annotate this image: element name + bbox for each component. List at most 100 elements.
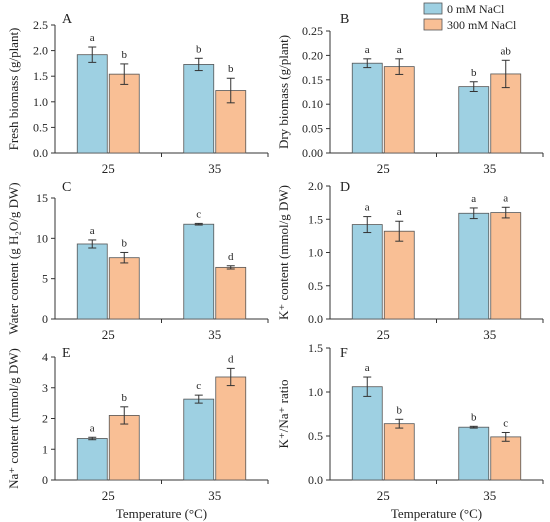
y-tick-label: 4 (42, 350, 48, 364)
legend-label-0mM: 0 mM NaCl (447, 2, 505, 16)
bar-0mM (183, 64, 215, 154)
significance-letter: b (196, 43, 202, 55)
bar-300mM (490, 212, 522, 320)
x-tick-label: 35 (208, 161, 221, 176)
panel-f: 0.0 0.5 1.0 1.5 K⁺/Na⁺ ratio F 25 a b 35 b c Tempera… (276, 341, 544, 521)
y-tick-label: 0.20 (302, 48, 323, 62)
y-tick-label: 0.0 (33, 146, 48, 160)
bar-0mM (76, 438, 108, 481)
y-tick-label: 0.25 (302, 24, 323, 38)
y-axis-label: Fresh biomass (g/plant) (6, 28, 21, 151)
significance-letter: b (122, 392, 128, 404)
panel-d: 0.0 0.5 1.0 1.5 2.0 K⁺ content (mmol/g DW) D 25… (276, 179, 544, 342)
bar-300mM (383, 230, 415, 320)
y-tick-label: 5 (42, 272, 48, 286)
y-tick-label: 0.0 (308, 473, 323, 487)
significance-letter: c (196, 380, 201, 392)
bar-300mM (383, 66, 415, 154)
significance-letter: b (471, 411, 477, 423)
y-tick-label: 1 (42, 442, 48, 456)
bar-0mM (458, 86, 490, 154)
bar-300mM (108, 415, 140, 481)
x-tick-label: 25 (377, 161, 390, 176)
panel-label: E (62, 346, 71, 361)
y-tick-label: 0.05 (302, 122, 323, 136)
significance-letter: a (503, 192, 508, 204)
significance-letter: a (90, 422, 95, 434)
significance-letter: d (228, 251, 234, 263)
y-axis-label: Na⁺ content (mmol/g DW) (6, 348, 21, 489)
y-axis-label: K⁺ content (mmol/g DW) (276, 185, 291, 320)
y-tick-label: 0.10 (302, 97, 323, 111)
panel-label: A (62, 12, 73, 27)
y-tick-label: 3 (42, 381, 48, 395)
x-tick-label: 35 (483, 161, 496, 176)
significance-letter: ab (501, 45, 512, 57)
significance-letter: b (228, 63, 234, 75)
significance-letter: b (122, 49, 128, 61)
x-tick-label: 35 (483, 327, 496, 342)
legend: 0 mM NaCl 300 mM NaCl (423, 2, 517, 32)
significance-letter: a (397, 206, 402, 218)
legend-swatch-0mM (423, 2, 443, 15)
panel-c: 0 5 10 15 Water content (g H₂O/g DW) C 25 a b 35 c… (6, 180, 269, 342)
legend-swatch-300mM (423, 18, 443, 31)
y-axis-label: Dry biomass (g/plant) (276, 35, 291, 149)
y-axis-label: K⁺/Na⁺ ratio (276, 380, 291, 449)
significance-letter: c (196, 208, 201, 220)
bar-0mM (183, 398, 215, 481)
y-tick-label: 2.5 (33, 18, 48, 32)
y-tick-label: 1.5 (308, 341, 323, 355)
x-tick-label: 25 (102, 327, 115, 342)
x-axis-label: Temperature (°C) (391, 506, 482, 521)
x-axis-label: Temperature (°C) (116, 506, 207, 521)
bar-0mM (351, 62, 383, 154)
y-tick-label: 2.0 (33, 44, 48, 58)
x-tick-label: 35 (483, 488, 496, 503)
bar-300mM (215, 376, 247, 481)
bar-0mM (351, 224, 383, 320)
bar-300mM (108, 257, 140, 320)
panel-b: 0.00 0.05 0.10 0.15 0.20 0.25 Dry biomass (g/p… (276, 12, 544, 176)
significance-letter: a (397, 44, 402, 56)
y-tick-label: 0.5 (33, 120, 48, 134)
y-tick-label: 0.15 (302, 73, 323, 87)
significance-letter: a (90, 225, 95, 237)
bar-300mM (108, 73, 140, 154)
y-tick-label: 1.0 (308, 385, 323, 399)
y-tick-label: 1.5 (308, 212, 323, 226)
significance-letter: a (365, 202, 370, 214)
x-tick-label: 25 (377, 488, 390, 503)
x-tick-label: 25 (102, 488, 115, 503)
legend-label-300mM: 300 mM NaCl (447, 18, 517, 32)
bar-0mM (76, 54, 108, 154)
bar-0mM (458, 426, 490, 481)
panel-a: 0.0 0.5 1.0 1.5 2.0 2.5 Fresh biomass (g/plant… (6, 12, 269, 176)
panel-e: 0 1 2 3 4 Na⁺ content (mmol/g DW) E 25 a b 35 c d Tem… (6, 346, 269, 521)
significance-letter: b (397, 404, 403, 416)
x-tick-label: 35 (208, 488, 221, 503)
y-tick-label: 2 (42, 412, 48, 426)
bar-0mM (458, 212, 490, 320)
bar-0mM (183, 223, 215, 320)
panel-label: D (340, 180, 350, 195)
significance-letter: a (471, 193, 476, 205)
y-tick-label: 1.0 (308, 246, 323, 260)
y-tick-label: 0.0 (308, 312, 323, 326)
significance-letter: a (90, 32, 95, 44)
significance-letter: b (471, 67, 477, 79)
y-tick-label: 0.5 (308, 279, 323, 293)
y-tick-label: 0 (42, 473, 48, 487)
panel-label: C (62, 180, 71, 195)
significance-letter: b (122, 237, 128, 249)
y-axis-label: Water content (g H₂O/g DW) (6, 182, 21, 334)
y-tick-label: 0 (42, 312, 48, 326)
significance-letter: a (365, 362, 370, 374)
y-tick-label: 2.0 (308, 179, 323, 193)
panel-label: B (340, 12, 349, 27)
bar-300mM (490, 436, 522, 481)
bar-300mM (215, 266, 247, 320)
bar-0mM (351, 386, 383, 481)
y-tick-label: 0.00 (302, 146, 323, 160)
